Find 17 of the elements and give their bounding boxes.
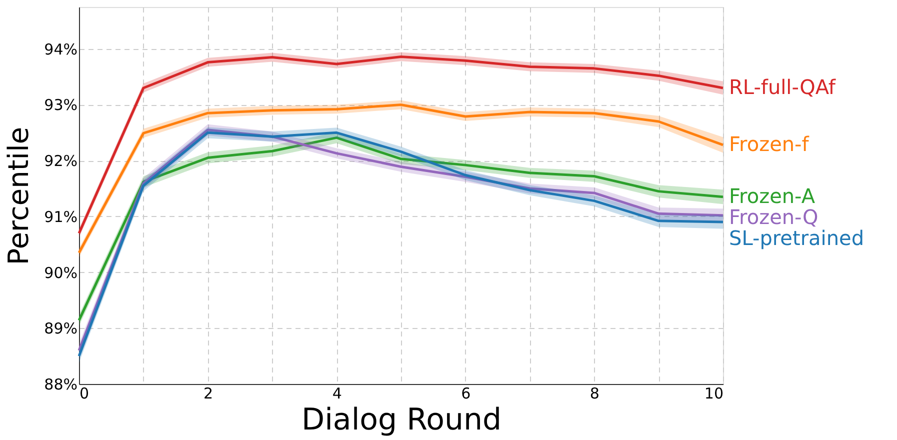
x-tick-label: 4 <box>332 384 342 402</box>
y-axis-title: Percentile <box>2 126 36 266</box>
x-tick-label: 2 <box>204 384 214 402</box>
series-label: RL-full-QAf <box>729 74 836 99</box>
y-tick-label: 92% <box>44 152 78 170</box>
x-tick-label: 6 <box>461 384 471 402</box>
y-tick-label: 89% <box>44 320 78 338</box>
x-tick-label: 0 <box>80 384 90 402</box>
y-tick-label: 94% <box>44 40 78 58</box>
y-tick-label: 88% <box>44 376 78 394</box>
x-tick-label: 10 <box>704 384 724 402</box>
y-tick-label: 91% <box>44 208 78 226</box>
series-label: Frozen-f <box>729 132 810 156</box>
x-axis-title: Dialog Round <box>301 402 502 438</box>
y-tick-label: 90% <box>44 264 78 282</box>
x-tick-label: 8 <box>590 384 600 402</box>
y-tick-label: 93% <box>44 96 78 114</box>
